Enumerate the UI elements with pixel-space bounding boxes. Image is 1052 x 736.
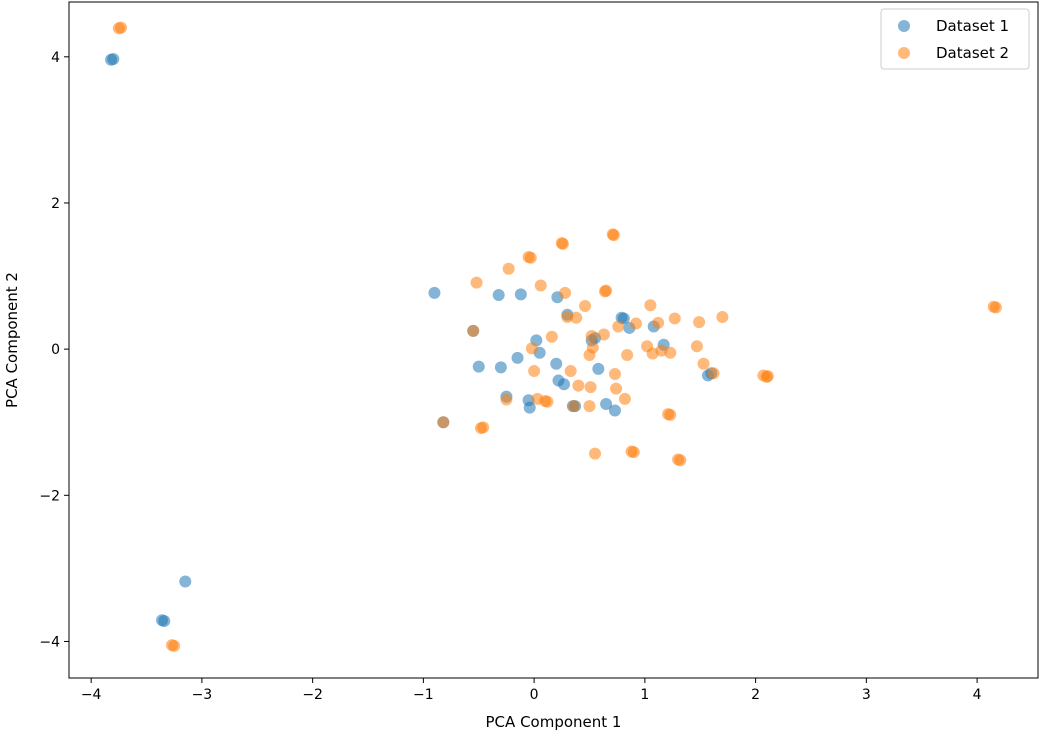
data-point-series-2	[585, 329, 598, 342]
data-point-series-1	[494, 361, 507, 374]
x-tick-label: 4	[973, 687, 982, 703]
legend-marker-dataset-2	[898, 47, 910, 59]
data-point-series-2	[668, 312, 681, 325]
data-point-series-2	[477, 421, 490, 434]
data-point-series-2	[707, 367, 720, 380]
y-tick-label: 0	[51, 342, 60, 358]
data-point-series-2	[612, 320, 625, 333]
data-point-series-2	[989, 301, 1002, 314]
plot-frame	[68, 1, 1039, 679]
data-point-series-2	[524, 251, 537, 264]
y-tick-label: −2	[39, 488, 60, 504]
data-point-series-1	[107, 53, 120, 66]
data-point-series-2	[584, 381, 597, 394]
x-tick-label: −2	[302, 687, 323, 703]
data-point-series-2	[561, 310, 574, 323]
data-point-series-1	[558, 378, 571, 391]
x-tick-label: −1	[413, 687, 434, 703]
data-point-series-2	[586, 341, 599, 354]
data-point-series-2	[168, 639, 181, 652]
x-tick-label: 0	[530, 687, 539, 703]
data-point-series-2	[693, 316, 706, 329]
data-point-series-1	[550, 357, 563, 370]
data-point-series-2	[597, 328, 610, 341]
legend-marker-dataset-1	[898, 20, 910, 32]
y-tick-label: −4	[39, 634, 60, 650]
data-point-series-2	[608, 367, 621, 380]
data-point-series-1	[514, 288, 527, 301]
data-point-series-2	[570, 311, 583, 324]
y-tick-label: 2	[51, 196, 60, 212]
data-point-series-2	[567, 400, 580, 413]
legend-label-dataset-2: Dataset 2	[936, 44, 1009, 62]
data-point-series-2	[697, 357, 710, 370]
data-point-series-2	[559, 286, 572, 299]
data-point-series-2	[572, 379, 585, 392]
data-point-series-2	[674, 454, 687, 467]
x-tick-label: 3	[862, 687, 871, 703]
data-point-series-2	[528, 365, 541, 378]
data-point-series-2	[618, 392, 631, 405]
data-point-series-1	[472, 360, 485, 373]
data-point-series-2	[525, 342, 538, 355]
data-point-series-2	[579, 300, 592, 313]
data-point-series-2	[500, 393, 513, 406]
data-point-series-2	[627, 446, 640, 459]
data-point-series-2	[556, 237, 569, 250]
y-axis-label: PCA Component 2	[3, 272, 21, 408]
x-tick-label: −4	[81, 687, 102, 703]
data-point-series-1	[523, 401, 536, 414]
data-point-series-2	[610, 382, 623, 395]
data-point-series-2	[467, 324, 480, 337]
ticks-layer: −4 −3 −2 −1 0 1 2 3 4 −4 −2 0 2 4	[39, 50, 981, 703]
data-point-series-2	[644, 299, 657, 312]
data-point-series-2	[541, 395, 554, 408]
legend-label-dataset-1: Dataset 1	[936, 17, 1009, 35]
legend-box	[880, 8, 1030, 70]
data-point-series-2	[600, 284, 613, 297]
data-point-series-2	[664, 346, 677, 359]
points-layer	[105, 21, 1002, 652]
data-point-series-2	[545, 330, 558, 343]
data-point-series-2	[470, 276, 483, 289]
data-point-series-2	[716, 310, 729, 323]
legend: Dataset 1 Dataset 2	[880, 8, 1030, 70]
data-point-series-1	[600, 397, 613, 410]
data-point-series-2	[564, 365, 577, 378]
data-point-series-2	[115, 21, 128, 34]
data-point-series-1	[492, 289, 505, 302]
data-point-series-2	[583, 400, 596, 413]
data-point-series-1	[179, 575, 192, 588]
data-point-series-1	[592, 362, 605, 375]
data-point-series-2	[690, 340, 703, 353]
x-axis-label: PCA Component 1	[486, 713, 622, 731]
data-point-series-2	[630, 317, 643, 330]
data-point-series-1	[511, 351, 524, 364]
data-point-series-1	[158, 614, 171, 627]
x-tick-label: −3	[192, 687, 213, 703]
data-point-series-2	[664, 408, 677, 421]
y-tick-label: 4	[51, 50, 60, 66]
data-point-series-2	[621, 348, 634, 361]
data-point-series-2	[589, 447, 602, 460]
data-point-series-2	[607, 229, 620, 242]
x-tick-label: 2	[751, 687, 760, 703]
data-point-series-2	[437, 416, 450, 429]
data-point-series-2	[761, 370, 774, 383]
data-point-series-2	[652, 316, 665, 329]
data-point-series-1	[608, 404, 621, 417]
x-tick-label: 1	[640, 687, 649, 703]
data-point-series-2	[502, 262, 515, 275]
data-point-series-1	[428, 286, 441, 299]
data-point-series-2	[534, 279, 547, 292]
